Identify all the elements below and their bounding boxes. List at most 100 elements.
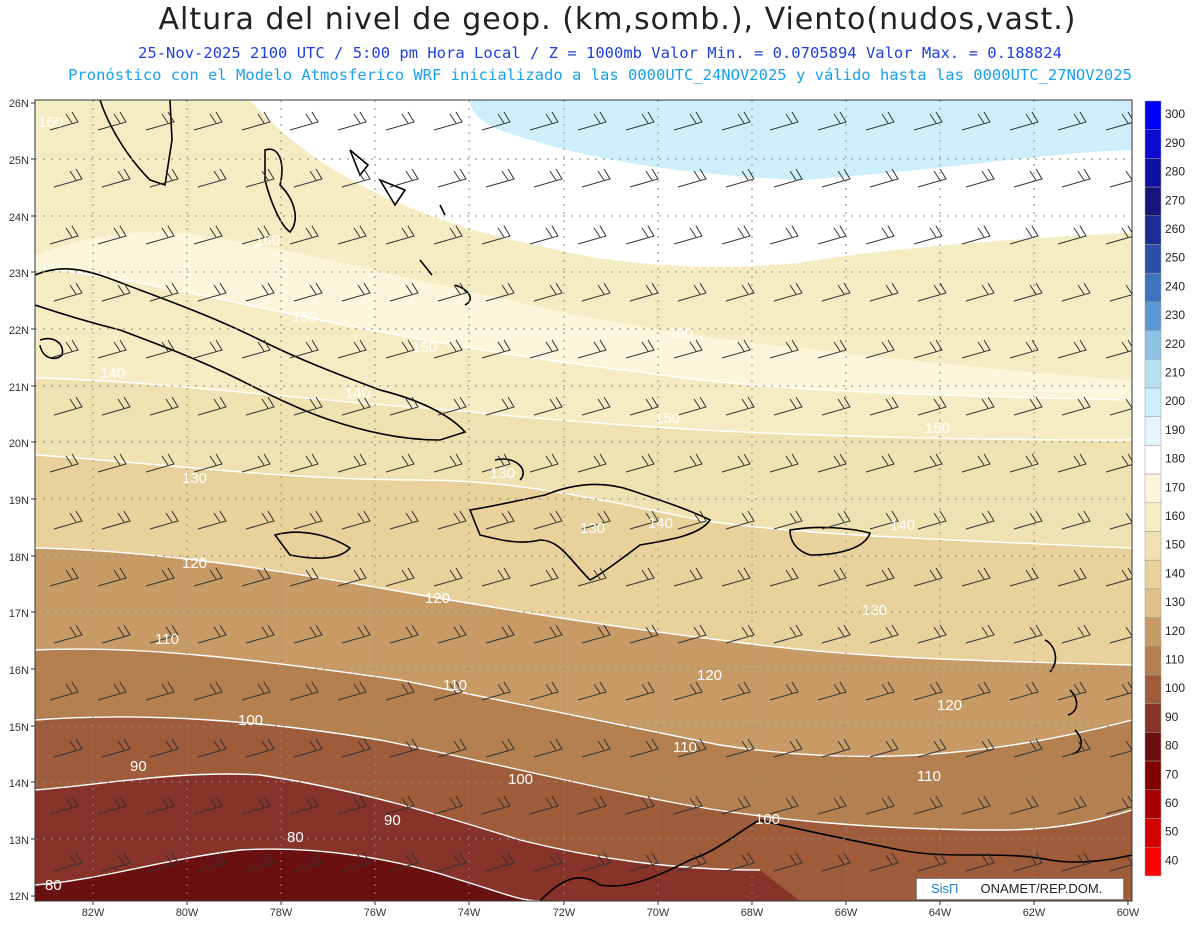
- wind-barb: [865, 339, 895, 359]
- wind-barb: [197, 738, 227, 758]
- wind-barb: [149, 510, 179, 530]
- wind-barb: [437, 168, 467, 188]
- wind-barb: [101, 168, 131, 188]
- lat-label: 14N: [9, 778, 29, 790]
- wind-barb: [961, 339, 991, 359]
- wind-barb: [961, 567, 991, 587]
- contour-label: 140: [100, 365, 125, 382]
- colorbar-label: 260: [1165, 222, 1185, 236]
- wind-barb: [581, 168, 611, 188]
- colorbar-swatch: [1144, 272, 1162, 303]
- lon-label: 64W: [929, 907, 952, 919]
- wind-barb: [245, 738, 275, 758]
- wind-barb: [485, 624, 515, 644]
- wind-barb: [197, 168, 227, 188]
- wind-barb: [1057, 453, 1087, 473]
- wind-barb: [1009, 111, 1039, 131]
- wind-barb: [481, 111, 511, 131]
- colorbar-label: 90: [1165, 710, 1179, 724]
- wind-barb: [961, 111, 991, 131]
- wind-barb: [629, 624, 659, 644]
- colorbar-label: 60: [1165, 796, 1179, 810]
- wind-barb: [917, 510, 947, 530]
- wind-barb: [773, 624, 803, 644]
- wind-barb: [293, 852, 323, 872]
- contour-label: 130: [862, 602, 887, 619]
- wind-barb: [533, 738, 563, 758]
- colorbar-swatch: [1144, 617, 1162, 647]
- wind-barb: [482, 910, 510, 927]
- colorbar-label: 220: [1165, 337, 1185, 351]
- wind-barb: [725, 282, 755, 302]
- wind-barb: [1105, 225, 1132, 245]
- wind-barb: [385, 225, 415, 245]
- wind-barb: [581, 852, 611, 872]
- wind-barb: [1057, 681, 1087, 701]
- colorbar-label: 290: [1165, 136, 1185, 150]
- map-frame: [34, 99, 1133, 902]
- wind-barb: [821, 168, 851, 188]
- wind-barb: [293, 738, 323, 758]
- wind-barb: [145, 567, 175, 587]
- colorbar-label: 50: [1165, 825, 1179, 839]
- wind-barb: [581, 282, 611, 302]
- wind-barb: [145, 339, 175, 359]
- colorbar-label: 110: [1165, 653, 1184, 667]
- wind-barb: [245, 282, 275, 302]
- wind-barb: [721, 795, 751, 815]
- wind-barb: [97, 225, 127, 245]
- contour-label: 90: [384, 812, 401, 829]
- wind-barb: [629, 738, 659, 758]
- wind-barb: [529, 795, 559, 815]
- colorbar-swatch: [1144, 588, 1162, 618]
- wind-barb: [674, 910, 702, 927]
- wind-barb: [581, 624, 611, 644]
- wind-barb: [677, 510, 707, 530]
- wind-barb: [385, 681, 415, 701]
- wind-barb: [625, 567, 655, 587]
- lat-label: 15N: [9, 722, 29, 734]
- wind-barb: [337, 567, 367, 587]
- wind-barb: [149, 738, 179, 758]
- contour-label: 110: [673, 739, 697, 756]
- wind-barb: [725, 852, 755, 872]
- colorbar-swatch: [1144, 818, 1162, 848]
- wind-barb: [721, 225, 751, 245]
- lat-label: 19N: [9, 495, 29, 507]
- wind-barb: [97, 795, 127, 815]
- lat-label: 20N: [9, 438, 29, 450]
- colorbar-label: 300: [1165, 107, 1185, 121]
- contour-label: 130: [490, 465, 515, 482]
- wind-barb: [917, 396, 947, 416]
- wind-barb: [533, 624, 563, 644]
- lon-label: 72W: [553, 907, 576, 919]
- lat-label: 17N: [9, 608, 29, 620]
- wind-barb: [1105, 339, 1132, 359]
- wind-barb: [581, 510, 611, 530]
- wind-barb: [625, 453, 655, 473]
- contour-label: 90: [130, 758, 147, 775]
- colorbar-swatch: [1144, 215, 1162, 245]
- wind-barb: [193, 453, 223, 473]
- colorbar-label: 40: [1165, 853, 1179, 867]
- contour-label: 140: [345, 385, 370, 402]
- wind-barb: [673, 339, 703, 359]
- wind-barb: [677, 282, 707, 302]
- contour-label: 120: [182, 555, 207, 572]
- wind-barb: [677, 738, 707, 758]
- colorbar-swatch: [1144, 502, 1162, 532]
- contour-label: 110: [443, 677, 467, 694]
- wind-barb: [869, 510, 899, 530]
- wind-barb: [197, 396, 227, 416]
- colorbar-swatch: [1144, 473, 1162, 504]
- wind-barb: [913, 681, 943, 701]
- contour-label: 160: [668, 325, 693, 342]
- wind-barb: [913, 453, 943, 473]
- contour-label: 140: [890, 517, 915, 534]
- wind-barb: [197, 510, 227, 530]
- colorbar-swatch: [1144, 359, 1162, 389]
- wind-barb: [293, 282, 323, 302]
- wind-barb: [673, 795, 703, 815]
- wind-barb: [1105, 681, 1132, 701]
- wind-barb: [865, 453, 895, 473]
